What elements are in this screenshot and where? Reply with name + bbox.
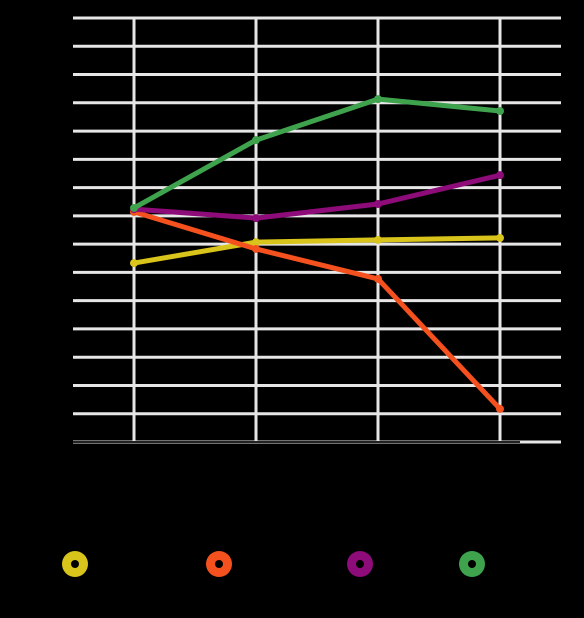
point bbox=[130, 203, 138, 212]
y-tick-label: 12 bbox=[52, 95, 66, 109]
series-line bbox=[133, 172, 501, 221]
point bbox=[130, 259, 138, 268]
y-tick-label: 0 bbox=[58, 434, 65, 448]
y-tick-label: 1 bbox=[58, 406, 65, 420]
point bbox=[374, 235, 382, 244]
y-tick-label: 14 bbox=[52, 38, 66, 52]
series-line bbox=[133, 209, 502, 411]
point bbox=[252, 238, 260, 247]
legend-marker-center bbox=[71, 560, 79, 568]
y-tick-label: 7 bbox=[58, 236, 65, 250]
legend-marker-center bbox=[215, 560, 223, 568]
series-line bbox=[132, 96, 501, 211]
y-tick-label: 6 bbox=[58, 265, 65, 279]
point bbox=[374, 199, 382, 208]
point bbox=[252, 244, 260, 253]
series-line bbox=[133, 235, 501, 266]
point bbox=[374, 95, 382, 104]
y-tick-label: 9 bbox=[58, 180, 65, 194]
legend-marker-center bbox=[356, 560, 364, 568]
y-tick-label: 11 bbox=[53, 123, 66, 137]
y-tick-label: 10 bbox=[52, 152, 66, 166]
point bbox=[496, 171, 504, 180]
y-tick-label: 2 bbox=[58, 378, 65, 392]
legend-marker-center bbox=[468, 560, 476, 568]
point bbox=[252, 136, 260, 145]
point bbox=[252, 214, 260, 223]
y-tick-label: 15 bbox=[52, 10, 66, 24]
point bbox=[374, 274, 382, 283]
y-tick-label: 4 bbox=[58, 321, 65, 335]
point bbox=[496, 106, 504, 115]
y-tick-label: 8 bbox=[58, 208, 65, 222]
y-tick-label: 13 bbox=[52, 67, 66, 81]
y-tick-label: 3 bbox=[58, 349, 65, 363]
y-tick-label: 5 bbox=[58, 293, 65, 307]
point bbox=[496, 233, 504, 242]
point bbox=[496, 404, 504, 413]
